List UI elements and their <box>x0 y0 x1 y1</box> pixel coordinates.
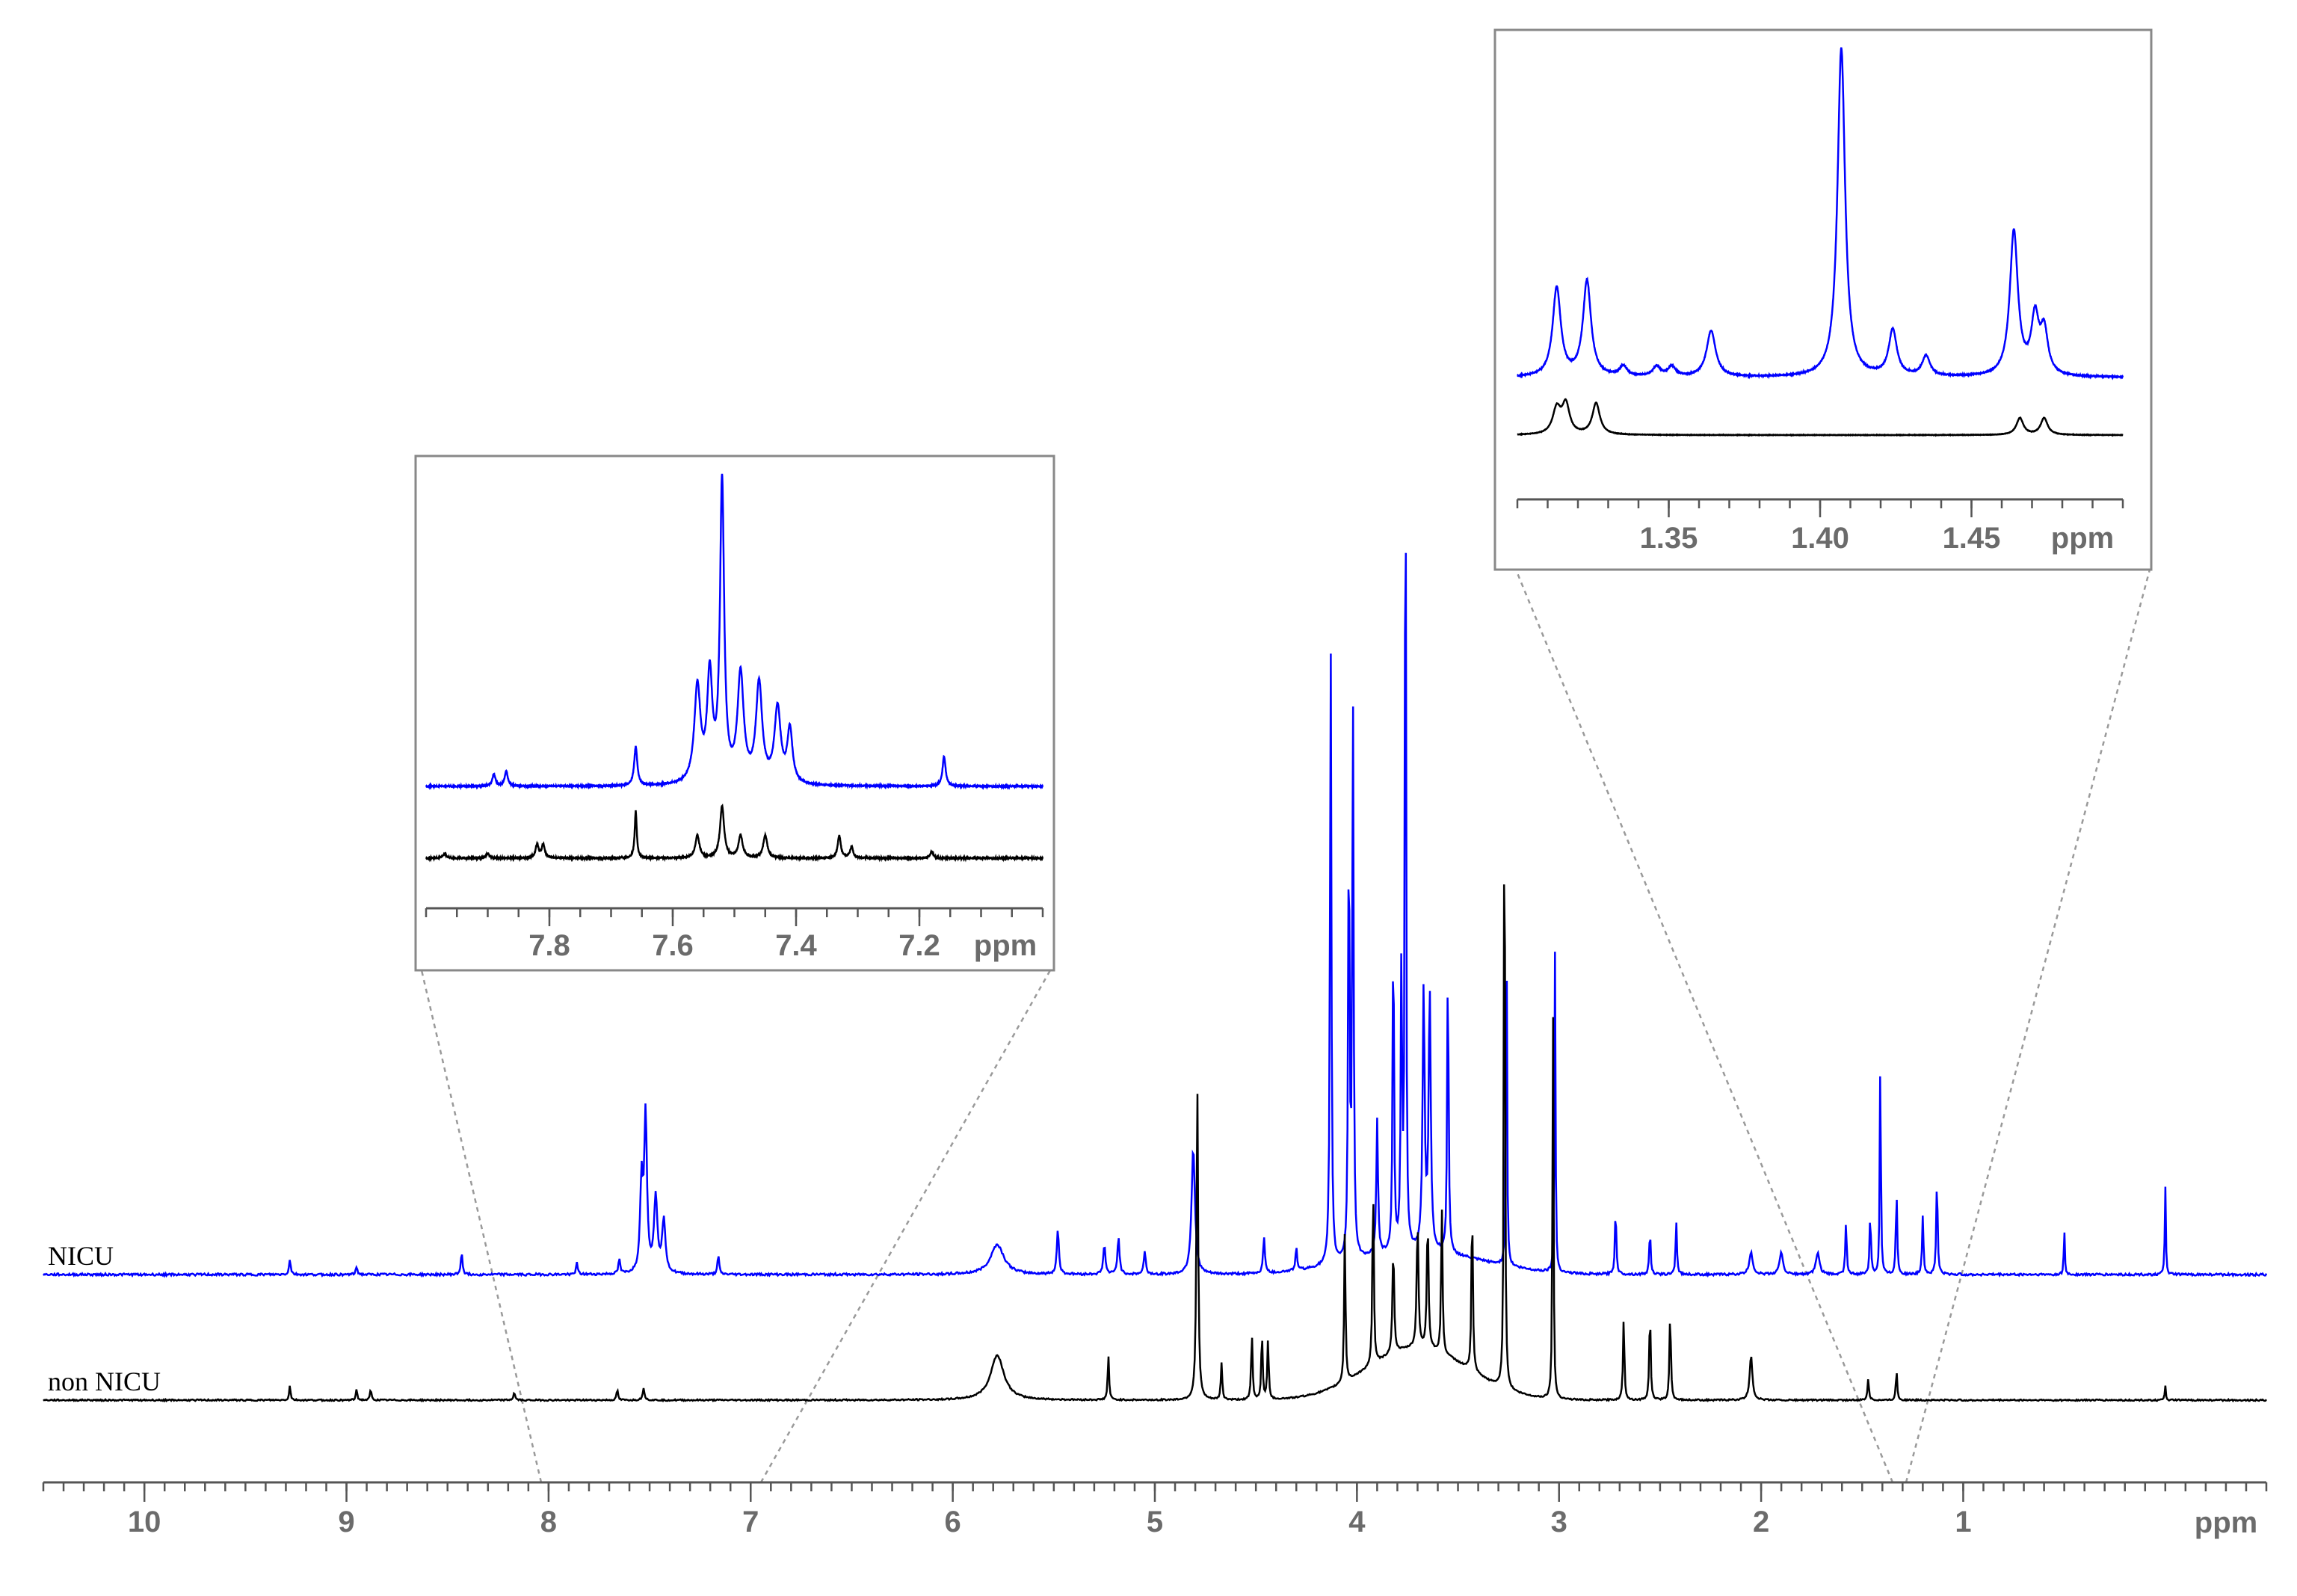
inset-aromatic-unit: ppm <box>974 929 1037 962</box>
connector-aliphatic-right <box>1905 569 2151 1483</box>
inset-aromatic-ticks <box>425 908 1044 926</box>
tick-label: 6 <box>945 1506 961 1538</box>
tick-label: 7.4 <box>775 929 817 962</box>
tick-label: 1.45 <box>1943 522 2001 555</box>
tick-label: 7 <box>742 1506 759 1538</box>
spectrum-line-non-nicu <box>43 884 2268 1403</box>
tick-label: 1.35 <box>1640 522 1698 555</box>
tick-label: 7.6 <box>652 929 694 962</box>
series-label-nicu: NICU <box>48 1241 114 1271</box>
inset-aromatic-line-nicu <box>425 473 1044 791</box>
zoom-connector-lines <box>420 569 2151 1483</box>
tick-label: 1.40 <box>1791 522 1849 555</box>
connector-aromatic-left <box>420 970 543 1483</box>
connector-aromatic-right <box>759 970 1052 1483</box>
tick-label: 3 <box>1551 1506 1567 1538</box>
tick-label: 10 <box>128 1506 161 1538</box>
tick-label: 4 <box>1348 1506 1366 1538</box>
inset-aromatic-tick-labels: 7.8 7.6 7.4 7.2 <box>528 929 940 962</box>
inset-aliphatic-frame <box>1493 28 2153 571</box>
tick-label: 9 <box>338 1506 354 1538</box>
main-x-axis-ticks <box>42 1482 2268 1502</box>
inset-aromatic-line-non-nicu <box>425 803 1044 863</box>
tick-label: 7.2 <box>898 929 940 962</box>
inset-aliphatic-ticks <box>1516 499 2124 517</box>
tick-label: 8 <box>540 1506 557 1538</box>
tick-label: 1 <box>1955 1506 1971 1538</box>
main-plot: NICU non NICU 10 9 8 7 6 5 4 3 2 1 ppm <box>42 552 2268 1539</box>
inset-aliphatic-line-nicu <box>1517 47 2124 380</box>
inset-aliphatic-line-non-nicu <box>1517 398 2124 437</box>
inset-aromatic: 7.8 7.6 7.4 7.2 ppm <box>414 455 1055 972</box>
inset-aliphatic-tick-labels: 1.35 1.40 1.45 <box>1640 522 2001 555</box>
series-label-non-nicu: non NICU <box>48 1367 161 1396</box>
main-x-axis-tick-labels: 10 9 8 7 6 5 4 3 2 1 <box>128 1506 1972 1538</box>
inset-aliphatic-unit: ppm <box>2051 522 2114 555</box>
tick-label: 2 <box>1753 1506 1769 1538</box>
inset-aliphatic: 1.35 1.40 1.45 ppm <box>1493 28 2153 571</box>
spectrum-line-nicu <box>43 552 2268 1278</box>
main-x-axis-unit: ppm <box>2195 1506 2257 1539</box>
tick-label: 7.8 <box>528 929 570 962</box>
connector-aliphatic-left <box>1514 569 1894 1483</box>
inset-aromatic-frame <box>414 455 1055 972</box>
tick-label: 5 <box>1147 1506 1163 1538</box>
